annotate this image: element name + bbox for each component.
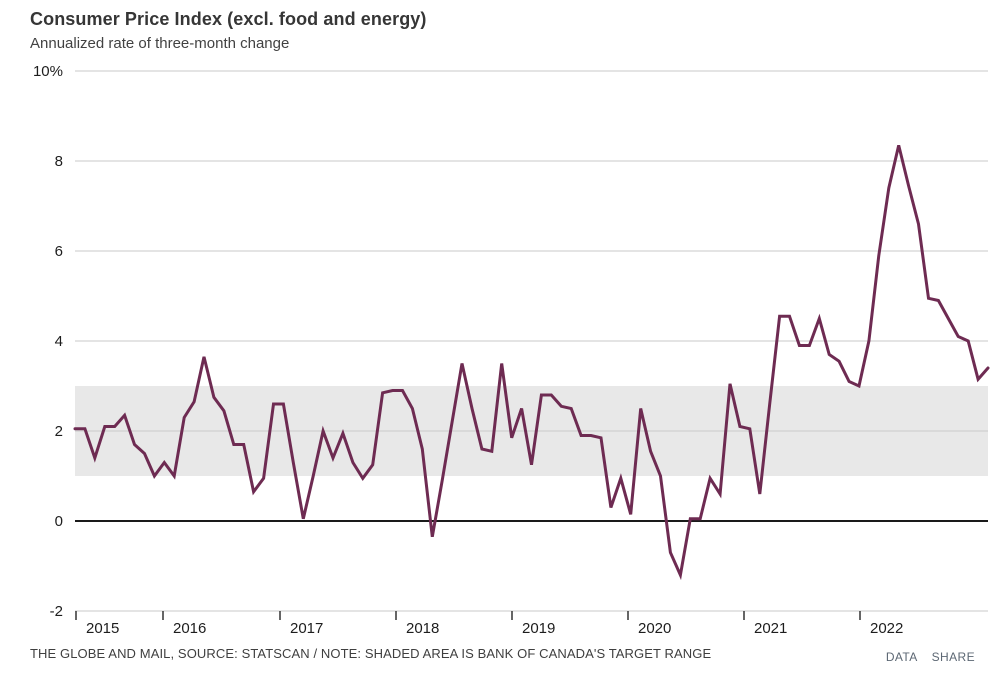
y-axis-label: 10% (33, 63, 63, 80)
x-axis-label: 2021 (754, 620, 787, 637)
share-button[interactable]: SHARE (931, 650, 975, 664)
x-axis-label: 2022 (870, 620, 903, 637)
y-axis-label: -2 (50, 603, 63, 620)
source-note: THE GLOBE AND MAIL, SOURCE: STATSCAN / N… (30, 646, 712, 661)
x-axis-label: 2020 (638, 620, 671, 637)
y-axis-label: 2 (55, 423, 63, 440)
y-axis-label: 6 (55, 243, 63, 260)
y-axis-label: 8 (55, 153, 63, 170)
x-axis-label: 2015 (86, 620, 119, 637)
x-axis-label: 2016 (173, 620, 206, 637)
data-button[interactable]: DATA (885, 650, 918, 664)
footer-links: DATA SHARE (886, 650, 975, 664)
x-axis-label: 2019 (522, 620, 555, 637)
chart-title: Consumer Price Index (excl. food and ene… (30, 9, 427, 29)
chart-subtitle: Annualized rate of three-month change (30, 35, 290, 52)
y-axis-label: 4 (55, 333, 63, 350)
x-axis-label: 2018 (406, 620, 439, 637)
cpi-line (73, 144, 990, 581)
y-axis-label: 0 (55, 513, 63, 530)
x-axis-label: 2017 (290, 620, 323, 637)
